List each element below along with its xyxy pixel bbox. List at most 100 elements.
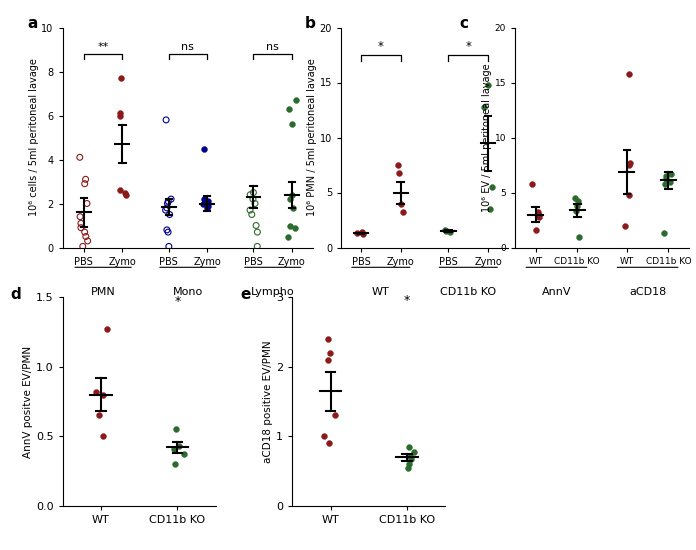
Text: Lympho: Lympho	[251, 287, 294, 297]
Point	[114, 186, 125, 195]
Point	[199, 195, 210, 204]
Point	[74, 212, 86, 221]
Point	[624, 161, 635, 169]
Point	[166, 195, 177, 204]
Y-axis label: 10⁶ EV / 5ml peritoneal lavage: 10⁶ EV / 5ml peritoneal lavage	[482, 63, 492, 212]
Point	[624, 158, 635, 167]
Point	[284, 104, 295, 113]
Point	[102, 324, 113, 333]
Text: PMN: PMN	[90, 287, 116, 297]
Point	[403, 442, 414, 451]
Point	[619, 221, 631, 230]
Point	[202, 204, 213, 212]
Point	[324, 348, 335, 357]
Point	[97, 390, 109, 399]
Point	[245, 190, 256, 199]
Point	[97, 432, 109, 441]
Y-axis label: 10⁶ PMN / 5ml peritoneal lavage: 10⁶ PMN / 5ml peritoneal lavage	[307, 59, 317, 216]
Point	[252, 228, 263, 236]
Point	[574, 232, 585, 241]
Point	[203, 197, 214, 206]
Point	[75, 219, 86, 228]
Point	[322, 334, 333, 343]
Point	[283, 232, 294, 241]
Point	[487, 183, 498, 191]
Point	[79, 179, 90, 188]
Point	[198, 144, 209, 153]
Text: **: **	[97, 42, 109, 52]
Point	[526, 179, 537, 188]
Point	[77, 242, 88, 251]
Point	[80, 175, 91, 184]
Point	[661, 172, 672, 180]
Point	[402, 463, 413, 472]
Text: AnnV: AnnV	[541, 287, 571, 297]
Point	[251, 221, 262, 230]
Point	[531, 226, 542, 234]
Text: ns: ns	[267, 42, 279, 52]
Point	[484, 205, 496, 213]
Text: Mono: Mono	[173, 287, 203, 297]
Point	[249, 199, 260, 208]
Point	[252, 242, 263, 251]
Point	[75, 223, 86, 232]
Text: CD11b KO: CD11b KO	[441, 287, 496, 297]
Text: *: *	[378, 40, 383, 53]
Point	[329, 411, 340, 420]
Text: *: *	[404, 294, 410, 307]
Point	[623, 190, 634, 199]
Point	[82, 236, 93, 245]
Point	[121, 190, 132, 199]
Point	[160, 206, 171, 214]
Point	[441, 227, 452, 235]
Point	[179, 450, 190, 459]
Point	[665, 169, 677, 178]
Point	[164, 210, 175, 219]
Point	[90, 387, 102, 396]
Point	[665, 177, 676, 186]
Point	[80, 232, 91, 241]
Text: e: e	[240, 287, 251, 301]
Point	[409, 447, 420, 456]
Point	[405, 454, 416, 463]
Point	[624, 69, 635, 78]
Point	[247, 195, 258, 204]
Point	[161, 116, 172, 124]
Point	[285, 221, 296, 230]
Point	[285, 195, 296, 204]
Point	[319, 432, 330, 441]
Point	[115, 74, 126, 82]
Text: *: *	[466, 40, 471, 53]
Point	[356, 228, 367, 236]
Point	[170, 460, 181, 469]
Point	[533, 212, 544, 221]
Point	[404, 452, 416, 460]
Text: d: d	[10, 287, 22, 301]
Point	[287, 190, 298, 199]
Point	[114, 109, 125, 118]
Point	[74, 153, 86, 162]
Text: *: *	[175, 295, 180, 308]
Point	[120, 188, 131, 197]
Point	[114, 111, 125, 120]
Text: WT: WT	[372, 287, 390, 297]
Y-axis label: AnnV positve EV/PMN: AnnV positve EV/PMN	[23, 345, 33, 458]
Point	[573, 197, 584, 206]
Point	[479, 102, 490, 111]
Point	[161, 226, 173, 234]
Point	[397, 208, 409, 217]
Text: aCD18: aCD18	[629, 287, 666, 297]
Point	[660, 179, 671, 188]
Point	[351, 229, 363, 238]
Point	[403, 460, 414, 469]
Point	[287, 120, 298, 129]
Point	[198, 199, 209, 208]
Text: b: b	[304, 16, 315, 31]
Point	[168, 444, 180, 453]
Point	[161, 204, 173, 212]
Point	[244, 206, 255, 214]
Text: a: a	[28, 16, 38, 31]
Text: ns: ns	[182, 42, 194, 52]
Point	[79, 228, 90, 236]
Point	[659, 229, 670, 238]
